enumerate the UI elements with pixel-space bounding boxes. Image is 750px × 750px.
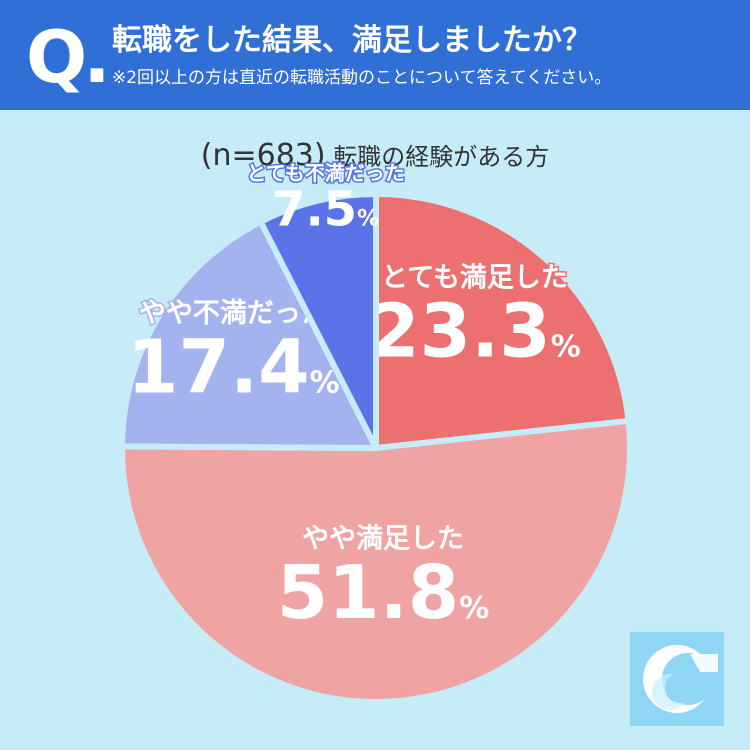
question-note: ※2回以上の方は直近の転職活動のことについて答えてください。 <box>112 68 612 88</box>
slice-label: やや不満だった <box>139 298 328 329</box>
question-header: Q. 転職をした結果、満足しましたか？ ※2回以上の方は直近の転職活動のことにつ… <box>0 0 750 110</box>
slice-value: 7.5% <box>272 182 379 238</box>
slice-value: 23.3% <box>368 289 581 375</box>
slice-label: やや満足した <box>302 524 464 555</box>
slice-label: とても満足した <box>381 262 568 293</box>
question-title: 転職をした結果、満足しましたか？ <box>112 23 592 58</box>
sample-description: 転職の経験がある方 <box>333 143 550 171</box>
slice-label: とても不満だった <box>246 161 404 185</box>
pie-slice <box>257 191 379 451</box>
question-mark: Q. <box>26 15 111 99</box>
sample-size: (n=683) <box>200 138 326 173</box>
pie-slice <box>119 417 633 705</box>
crescent-c-logo-icon <box>630 632 724 726</box>
pie-slice <box>119 218 379 451</box>
sample-info: (n=683) 転職の経験がある方 <box>0 140 750 173</box>
slice-value: 51.8% <box>277 550 490 636</box>
pie-slice <box>373 191 632 451</box>
slice-value: 17.4% <box>127 324 340 410</box>
